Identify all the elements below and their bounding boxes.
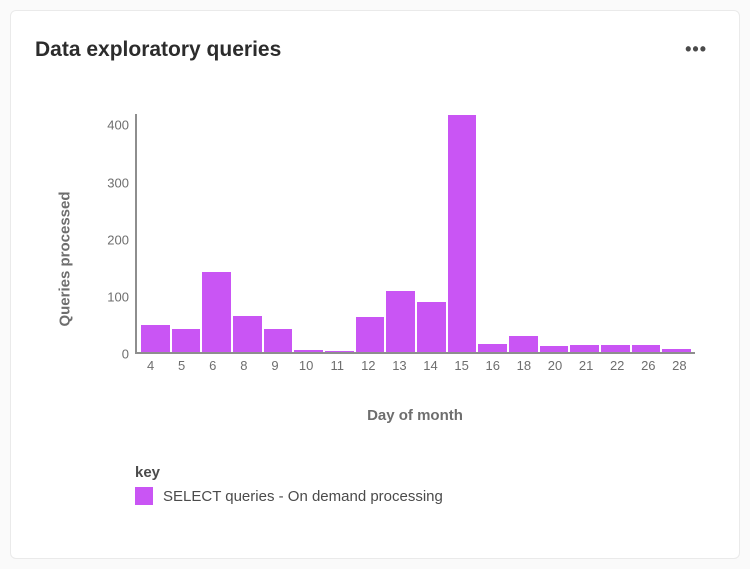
bar	[264, 329, 293, 352]
bar	[294, 350, 323, 352]
bar	[448, 115, 477, 352]
plot-region	[135, 114, 695, 354]
legend-label: SELECT queries - On demand processing	[163, 488, 443, 505]
bar	[172, 329, 201, 352]
x-tick: 11	[322, 358, 353, 378]
chart-area: Queries processed 0100200300400 45689101…	[65, 104, 705, 414]
x-tick: 6	[197, 358, 228, 378]
y-tick: 0	[69, 347, 129, 362]
legend-swatch	[135, 487, 153, 505]
bar	[478, 344, 507, 352]
card-title: Data exploratory queries	[35, 38, 281, 62]
x-axis-ticks: 4568910111213141516182021222628	[135, 358, 695, 378]
y-axis-ticks: 0100200300400	[65, 114, 129, 354]
x-tick: 26	[633, 358, 664, 378]
bar	[509, 336, 538, 352]
bar	[202, 272, 231, 352]
legend-item: SELECT queries - On demand processing	[135, 487, 715, 505]
y-tick: 100	[69, 289, 129, 304]
legend: key SELECT queries - On demand processin…	[135, 464, 715, 505]
bar	[662, 349, 691, 352]
x-tick: 12	[353, 358, 384, 378]
bar	[386, 291, 415, 352]
x-tick: 5	[166, 358, 197, 378]
x-tick: 22	[602, 358, 633, 378]
bar	[601, 345, 630, 352]
bars-container	[137, 114, 695, 352]
x-axis-label: Day of month	[135, 407, 695, 424]
bar	[325, 351, 354, 352]
legend-title: key	[135, 464, 715, 481]
x-tick: 8	[228, 358, 259, 378]
x-tick: 14	[415, 358, 446, 378]
y-tick: 200	[69, 232, 129, 247]
bar	[141, 325, 170, 352]
x-tick: 15	[446, 358, 477, 378]
bar	[570, 345, 599, 352]
bar	[233, 316, 262, 352]
x-tick: 21	[571, 358, 602, 378]
x-tick: 4	[135, 358, 166, 378]
more-options-icon[interactable]: •••	[677, 35, 715, 64]
y-tick: 400	[69, 118, 129, 133]
x-tick: 18	[508, 358, 539, 378]
bar	[632, 345, 661, 352]
card-header: Data exploratory queries •••	[35, 35, 715, 64]
bar	[356, 317, 385, 352]
x-tick: 16	[477, 358, 508, 378]
bar	[540, 346, 569, 352]
x-tick: 10	[291, 358, 322, 378]
y-tick: 300	[69, 175, 129, 190]
x-tick: 13	[384, 358, 415, 378]
chart-card: Data exploratory queries ••• Queries pro…	[10, 10, 740, 559]
x-tick: 28	[664, 358, 695, 378]
x-tick: 9	[259, 358, 290, 378]
x-tick: 20	[539, 358, 570, 378]
bar	[417, 302, 446, 352]
